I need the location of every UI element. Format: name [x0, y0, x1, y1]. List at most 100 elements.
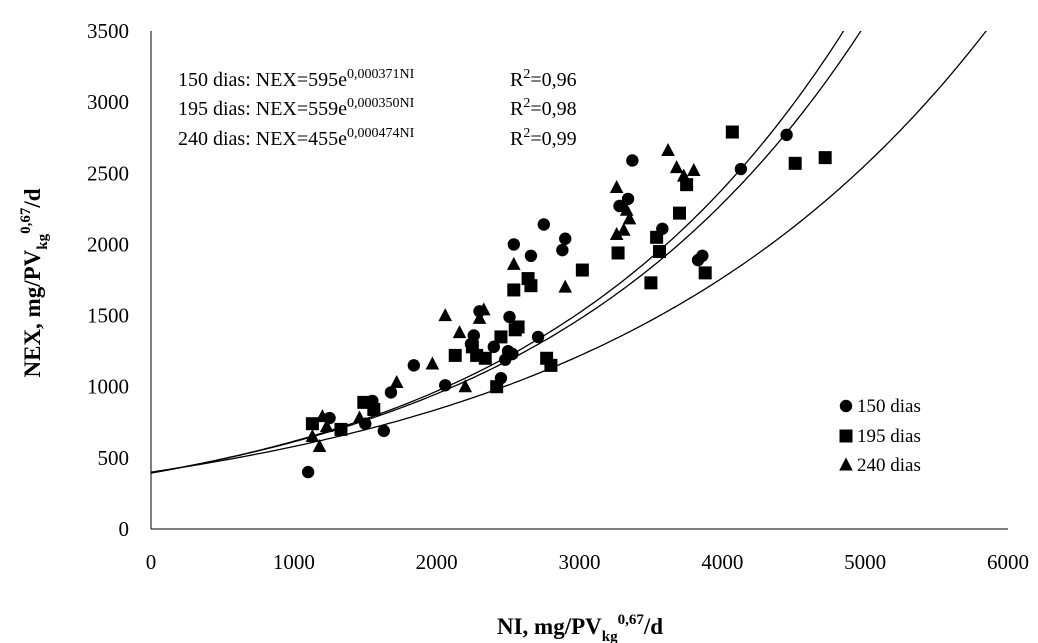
- data-point-square: [652, 245, 666, 259]
- data-point-triangle: [616, 222, 631, 236]
- legend-label: 195 dias: [857, 426, 921, 447]
- plot-area: 0 500 1000 1500 2000 2500 3000 3500 0 1000 2000 300…: [87, 19, 1029, 574]
- y-tick-label: 3000: [87, 90, 129, 114]
- data-point-circle: [377, 424, 391, 438]
- fit-curves: [151, 31, 987, 474]
- data-point-square: [448, 348, 462, 362]
- x-axis-title: NI, mg/PVkg0,67/d: [497, 612, 663, 643]
- data-point-square: [672, 206, 686, 220]
- data-point-triangle: [389, 374, 404, 388]
- equation-3: 240 dias: NEX=455e0,000474NI: [178, 126, 415, 150]
- data-point-square: [305, 417, 319, 431]
- r-squared-1: R2=0,96: [510, 67, 577, 91]
- data-point-circle: [696, 249, 709, 263]
- data-point-triangle: [676, 168, 691, 182]
- data-point-square: [357, 395, 371, 409]
- data-point-square: [367, 402, 381, 416]
- equation-1: 150 dias: NEX=595e0,000371NI: [178, 67, 415, 91]
- data-point-square: [511, 320, 525, 334]
- data-point-circle: [531, 330, 545, 344]
- legend-marker-circle: [839, 399, 853, 413]
- x-tick-label: 4000: [701, 550, 743, 574]
- y-tick-label: 1000: [87, 375, 129, 399]
- x-tick-label: 6000: [987, 550, 1029, 574]
- data-point-circle: [487, 340, 500, 354]
- x-tick-label: 5000: [844, 550, 886, 574]
- data-point-circle: [301, 465, 315, 479]
- data-point-circle: [506, 347, 519, 361]
- data-point-square: [698, 266, 712, 280]
- data-point-square: [490, 380, 504, 394]
- data-point-square: [644, 276, 658, 290]
- data-point-square: [334, 422, 348, 436]
- data-point-circle: [507, 238, 520, 251]
- data-point-circle: [384, 386, 398, 399]
- data-point-square: [494, 330, 508, 344]
- x-tick-label: 0: [146, 550, 157, 574]
- data-point-square: [575, 263, 589, 277]
- data-point-circle: [626, 154, 639, 167]
- data-point-circle: [537, 218, 550, 231]
- x-tick-label: 2000: [416, 550, 458, 574]
- data-point-triangle: [312, 438, 327, 452]
- data-point-triangle: [622, 211, 637, 225]
- data-point-square: [611, 246, 625, 260]
- fit-curve-triangle: [151, 31, 845, 474]
- data-point-circle: [439, 379, 452, 392]
- equation-2: 195 dias: NEX=559e0,000350NI: [178, 96, 415, 120]
- series-circle: [301, 128, 793, 479]
- y-tick-label: 500: [98, 446, 130, 470]
- data-point-square: [507, 283, 521, 297]
- data-point-triangle: [558, 279, 573, 293]
- equation-box: 150 dias: NEX=595e0,000371NI R2=0,96 195 d…: [178, 67, 577, 150]
- data-point-square: [788, 156, 802, 170]
- data-point-triangle: [452, 325, 467, 339]
- data-point-triangle: [609, 226, 624, 240]
- data-point-triangle: [472, 310, 487, 324]
- y-tick-label: 0: [119, 517, 130, 541]
- r-squared-3: R2=0,99: [510, 126, 577, 150]
- data-point-square: [478, 351, 492, 365]
- data-point-circle: [621, 192, 635, 206]
- data-point-circle: [467, 329, 481, 342]
- data-point-circle: [734, 162, 748, 176]
- fit-curve-circle: [151, 31, 987, 473]
- data-point-square: [818, 151, 832, 165]
- data-point-circle: [524, 249, 538, 263]
- legend-label: 150 dias: [857, 396, 921, 417]
- data-point-triangle: [352, 410, 367, 424]
- data-point-square: [650, 230, 664, 244]
- data-point-circle: [407, 359, 421, 372]
- data-point-triangle: [315, 409, 330, 423]
- x-tick-label: 3000: [559, 550, 601, 574]
- data-point-triangle: [669, 160, 684, 174]
- data-point-triangle: [686, 162, 701, 176]
- data-point-triangle: [661, 143, 675, 157]
- axis-titles: NI, mg/PVkg0,67/d NEX, mg/PVkg0,67/d: [18, 188, 663, 643]
- data-point-square: [725, 125, 739, 139]
- data-point-triangle: [305, 429, 320, 443]
- series-triangle: [305, 143, 701, 452]
- x-tick-label: 1000: [273, 550, 315, 574]
- y-tick-label: 2000: [87, 232, 129, 256]
- data-point-square: [524, 279, 538, 293]
- legend-marker-square: [839, 429, 853, 443]
- legend-marker-triangle: [839, 457, 853, 471]
- data-point-triangle: [609, 180, 624, 194]
- data-point-circle: [556, 243, 569, 257]
- data-point-square: [544, 358, 558, 372]
- data-point-triangle: [506, 256, 521, 270]
- y-tick-label: 3500: [87, 19, 129, 43]
- data-point-triangle: [438, 308, 453, 322]
- data-point-circle: [780, 128, 793, 142]
- data-point-triangle: [319, 419, 334, 433]
- data-point-triangle: [425, 356, 440, 370]
- y-axis-title: NEX, mg/PVkg0,67/d: [18, 188, 51, 377]
- r-squared-2: R2=0,98: [510, 96, 577, 120]
- legend-label: 240 dias: [857, 455, 921, 476]
- y-tick-label: 2500: [87, 161, 129, 185]
- data-point-circle: [503, 310, 516, 324]
- legend: 150 dias 195 dias 240 dias: [839, 396, 921, 476]
- data-point-circle: [559, 232, 572, 245]
